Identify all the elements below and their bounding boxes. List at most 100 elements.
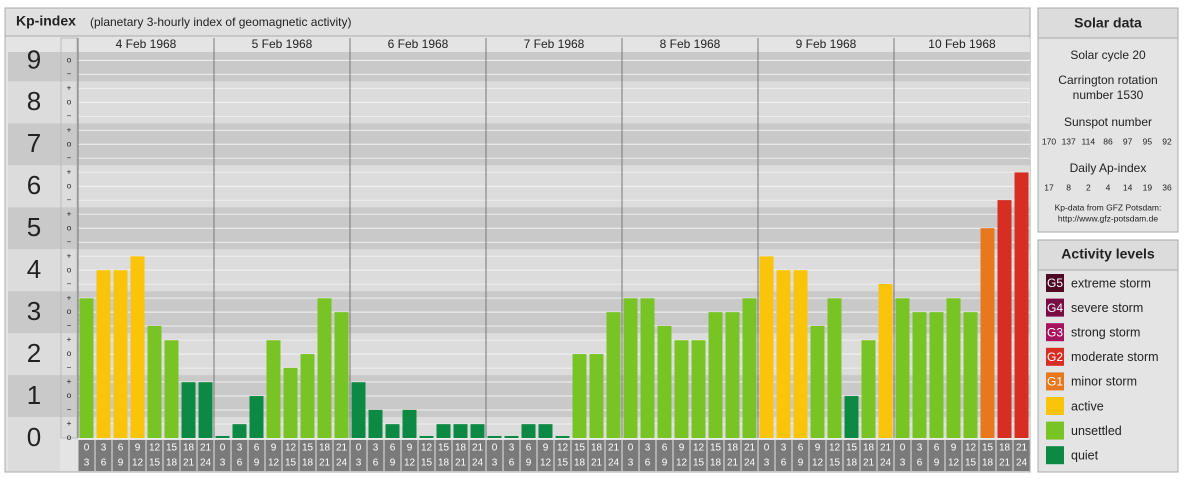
sub-tick-label: o [67, 349, 72, 358]
hour-start: 0 [356, 443, 362, 454]
hour-start: 12 [965, 443, 977, 454]
hour-start: 0 [628, 443, 634, 454]
hour-box [554, 440, 571, 471]
hour-end: 6 [101, 458, 107, 469]
hour-end: 24 [880, 458, 892, 469]
hour-end: 24 [608, 458, 620, 469]
hour-start: 21 [472, 443, 484, 454]
bar [657, 325, 672, 438]
hour-box [707, 440, 724, 471]
sub-tick-label: − [67, 69, 72, 78]
hour-box [248, 440, 265, 471]
hour-box [401, 440, 418, 471]
hour-start: 12 [829, 443, 841, 454]
bar [793, 270, 808, 438]
legend-swatch [1046, 298, 1064, 317]
hour-box [945, 440, 962, 471]
hour-start: 21 [880, 443, 892, 454]
hour-start: 0 [84, 443, 90, 454]
hour-box [265, 440, 282, 471]
hour-start: 18 [591, 443, 603, 454]
bar [895, 298, 910, 438]
hour-start: 0 [492, 443, 498, 454]
bar [232, 424, 247, 438]
ap-value: 8 [1066, 182, 1071, 192]
ap-value: 4 [1106, 182, 1111, 192]
hour-end: 21 [319, 458, 331, 469]
hour-box [78, 440, 95, 471]
bar [946, 298, 961, 438]
hour-box [197, 440, 214, 471]
legend-label: moderate storm [1071, 350, 1159, 364]
bar [623, 298, 638, 438]
hour-end: 15 [829, 458, 841, 469]
hour-end: 6 [645, 458, 651, 469]
legend-label: strong storm [1071, 325, 1140, 339]
hour-start: 3 [373, 443, 379, 454]
sub-tick-label: − [67, 363, 72, 372]
levels-title: Activity levels [1061, 246, 1155, 262]
hour-end: 6 [373, 458, 379, 469]
legend-badge: G4 [1047, 301, 1063, 315]
bar [385, 424, 400, 438]
hour-end: 18 [574, 458, 586, 469]
hour-end: 3 [628, 458, 634, 469]
sub-tick-label: o [67, 56, 72, 65]
hour-box [282, 440, 299, 471]
hour-end: 6 [781, 458, 787, 469]
hour-start: 9 [271, 443, 277, 454]
carrington: number 1530 [1073, 88, 1144, 102]
band [8, 52, 1030, 82]
hour-start: 3 [917, 443, 923, 454]
bar [861, 340, 876, 438]
label-bottom [8, 438, 60, 471]
y-tick-label: 3 [27, 296, 41, 326]
bar [436, 424, 451, 438]
sub-column [60, 37, 78, 439]
sub-tick-label: o [67, 265, 72, 274]
hour-box [384, 440, 401, 471]
sub-tick-label: o [67, 97, 72, 106]
hour-start: 9 [407, 443, 413, 454]
hour-end: 21 [863, 458, 875, 469]
hour-box [537, 440, 554, 471]
hour-end: 9 [118, 458, 124, 469]
hour-start: 15 [710, 443, 722, 454]
y-tick-label: 9 [27, 44, 41, 74]
hour-end: 12 [132, 458, 144, 469]
legend-badge: G2 [1047, 350, 1063, 364]
date-label: 7 Feb 1968 [524, 37, 585, 51]
hour-end: 3 [84, 458, 90, 469]
y-tick-label: 5 [27, 212, 41, 242]
hour-start: 9 [543, 443, 549, 454]
hour-start: 15 [302, 443, 314, 454]
hour-box [367, 440, 384, 471]
hour-box [469, 440, 486, 471]
hour-start: 9 [135, 443, 141, 454]
hour-start: 21 [608, 443, 620, 454]
sunspot-value: 92 [1162, 136, 1172, 146]
legend-badge: G1 [1047, 375, 1063, 389]
hour-box [350, 440, 367, 471]
bar [300, 354, 315, 438]
hour-box [588, 440, 605, 471]
date-label: 8 Feb 1968 [660, 37, 721, 51]
bar [1014, 172, 1029, 438]
bar [113, 270, 128, 438]
hour-start: 15 [846, 443, 858, 454]
hour-box [520, 440, 537, 471]
legend-badge: G3 [1047, 325, 1063, 339]
bar [555, 436, 570, 438]
hour-box [146, 440, 163, 471]
legend-label: quiet [1071, 448, 1099, 462]
hour-box [1013, 440, 1030, 471]
bar [589, 354, 604, 438]
chart-subtitle: (planetary 3-hourly index of geomagnetic… [90, 15, 351, 29]
hour-end: 24 [200, 458, 212, 469]
hour-end: 3 [356, 458, 362, 469]
bar [640, 298, 655, 438]
header-bar [4, 7, 1031, 37]
hour-box [333, 440, 350, 471]
hour-start: 18 [319, 443, 331, 454]
hour-start: 3 [101, 443, 107, 454]
